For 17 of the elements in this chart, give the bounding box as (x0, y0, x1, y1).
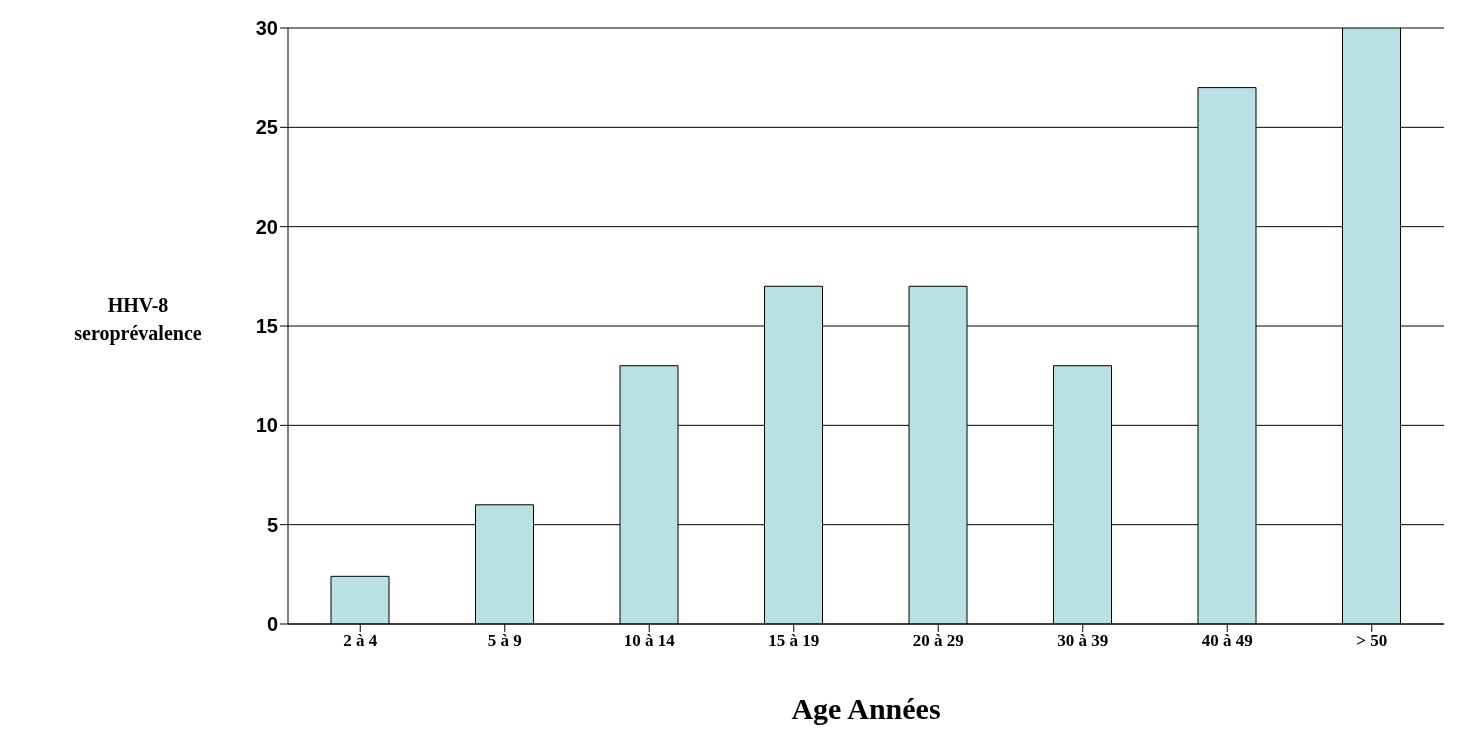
x-axis-title: Age Années (791, 692, 941, 725)
x-tick-label: 15 à 19 (768, 631, 820, 651)
y-tick-label: 30 (255, 17, 278, 40)
x-tick-label: 10 à 14 (623, 631, 676, 651)
y-tick-label: 10 (255, 414, 278, 437)
y-tick-label: 15 (255, 315, 278, 338)
x-tick-label: 2 à 4 (343, 631, 378, 651)
x-tick-label: 20 à 29 (912, 631, 964, 651)
x-tick-label: 30 à 39 (1057, 631, 1109, 651)
x-tick-label: 40 à 49 (1201, 631, 1253, 651)
x-tick-label: 5 à 9 (487, 631, 522, 651)
y-tick-label: 25 (255, 116, 278, 139)
y-tick-label: 5 (266, 513, 278, 536)
y-tick-label: 0 (266, 613, 278, 636)
x-tick-label: > 50 (1356, 631, 1388, 651)
y-axis-title: HHV-8 seroprévalence (74, 294, 202, 345)
y-tick-label: 20 (255, 215, 278, 238)
